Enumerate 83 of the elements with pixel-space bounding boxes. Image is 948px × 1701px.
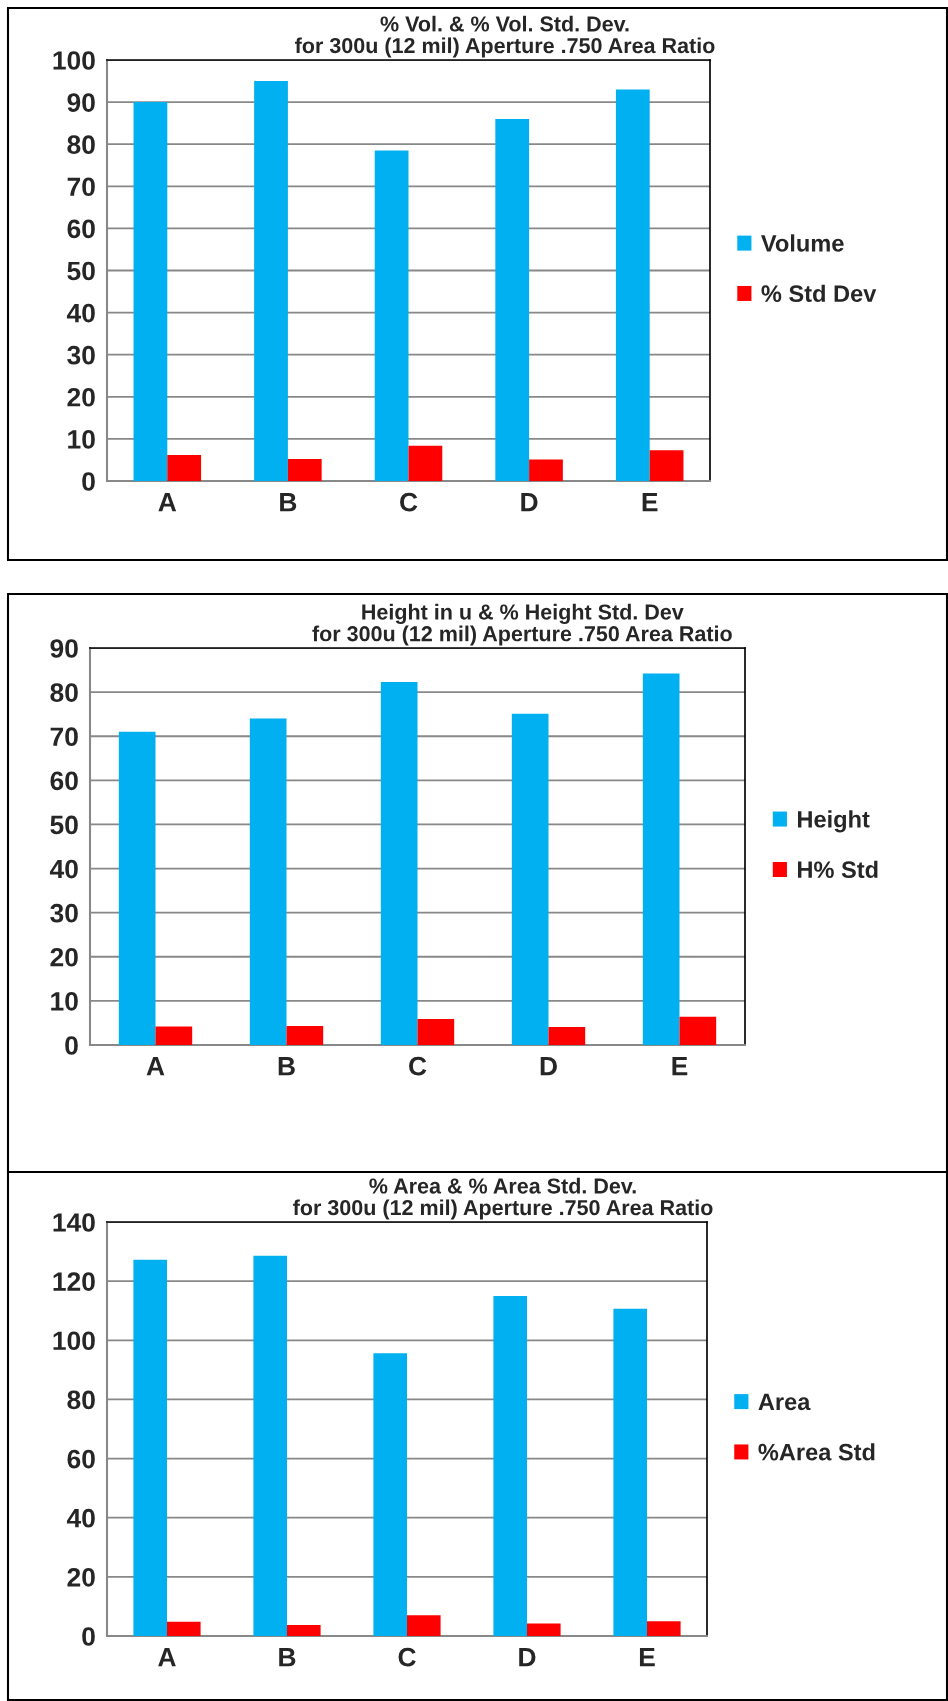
- y-tick-label: 120: [53, 1272, 95, 1291]
- bar: [511, 713, 549, 1045]
- x-tick-label: B: [279, 1648, 296, 1667]
- x-tick-label: A: [158, 493, 177, 512]
- bar: [254, 81, 288, 481]
- y-tick-label: 20: [67, 1567, 95, 1587]
- y-tick-label: 60: [67, 1449, 95, 1469]
- x-tick-label: C: [400, 492, 418, 512]
- bar: [287, 459, 322, 481]
- bar: [647, 1621, 681, 1636]
- y-tick-label: 70: [50, 727, 78, 747]
- legend-label: Area: [758, 1393, 811, 1411]
- y-tick-label: 100: [53, 1331, 95, 1351]
- bar: [249, 718, 287, 1045]
- bar: [287, 1625, 321, 1636]
- x-tick-label: D: [519, 1648, 536, 1667]
- bar: [167, 454, 202, 481]
- bar: [417, 1018, 455, 1045]
- x-tick-label: C: [398, 1647, 416, 1667]
- y-tick-label: 40: [49, 859, 78, 879]
- bar: [253, 1255, 287, 1636]
- legend-label: %Area Std: [758, 1443, 875, 1461]
- legend-label: H% Std: [797, 860, 878, 879]
- bar: [615, 89, 650, 481]
- bar: [642, 673, 680, 1045]
- y-tick-label: 50: [50, 815, 78, 835]
- bar: [679, 1016, 717, 1045]
- y-tick-label: 0: [65, 1036, 78, 1055]
- bar: [493, 1295, 527, 1636]
- chart-title: Height in u & % Height Std. Dev for 300u (12 mil) Aperture .750 Area Ratio: [312, 603, 732, 646]
- x-tick-label: D: [521, 493, 538, 512]
- bar: [286, 1026, 324, 1045]
- y-tick-label: 0: [82, 472, 95, 491]
- bar: [118, 731, 156, 1045]
- bar: [527, 1623, 561, 1636]
- x-tick-label: E: [642, 493, 658, 512]
- legend-label: Volume: [761, 234, 844, 252]
- bar: [167, 1621, 201, 1636]
- y-tick-label: 80: [67, 135, 95, 155]
- y-tick-label: 100: [53, 51, 95, 70]
- bar: [155, 1026, 193, 1045]
- y-tick-label: 60: [50, 771, 78, 791]
- y-tick-label: 10: [68, 430, 95, 449]
- y-tick-label: 0: [82, 1627, 95, 1646]
- y-tick-label: 30: [50, 903, 78, 923]
- y-tick-label: 50: [67, 261, 95, 281]
- bar: [613, 1308, 647, 1636]
- x-tick-label: B: [280, 493, 297, 512]
- bar: [374, 150, 409, 481]
- bar: [495, 118, 530, 481]
- x-tick-label: E: [672, 1057, 688, 1076]
- bar: [380, 681, 418, 1045]
- y-tick-label: 10: [51, 992, 78, 1011]
- y-tick-label: 20: [50, 947, 78, 967]
- bar: [133, 1259, 167, 1636]
- legend-label: % Std Dev: [761, 284, 877, 303]
- bar: [373, 1353, 407, 1636]
- x-tick-label: B: [278, 1057, 295, 1076]
- bar: [407, 1615, 441, 1636]
- x-tick-label: C: [409, 1056, 427, 1076]
- y-tick-label: 40: [66, 303, 95, 323]
- y-tick-label: 80: [50, 683, 78, 702]
- y-tick-label: 90: [67, 93, 95, 112]
- y-tick-label: 20: [67, 387, 95, 407]
- x-tick-label: A: [158, 1648, 176, 1667]
- chart-title: % Area & % Area Std. Dev. for 300u (12 mil) Aperture .750 Area Ratio: [293, 1177, 713, 1220]
- x-tick-label: D: [540, 1057, 557, 1076]
- bar: [133, 102, 168, 481]
- bar: [408, 445, 443, 481]
- legend-label: Height: [797, 810, 870, 833]
- y-tick-label: 140: [53, 1213, 95, 1232]
- bar: [548, 1026, 586, 1045]
- x-tick-label: A: [146, 1057, 165, 1076]
- y-tick-label: 60: [67, 219, 95, 239]
- y-tick-label: 70: [67, 177, 95, 197]
- chart-title: % Vol. & % Vol. Std. Dev. for 300u (12 mil) Aperture .750 Area Ratio: [295, 15, 715, 58]
- y-tick-label: 90: [50, 639, 78, 658]
- y-tick-label: 30: [67, 345, 95, 365]
- y-tick-label: 80: [67, 1390, 95, 1410]
- x-tick-label: E: [639, 1648, 655, 1667]
- y-tick-label: 40: [66, 1508, 95, 1528]
- bar: [649, 450, 684, 481]
- bar: [529, 459, 563, 481]
